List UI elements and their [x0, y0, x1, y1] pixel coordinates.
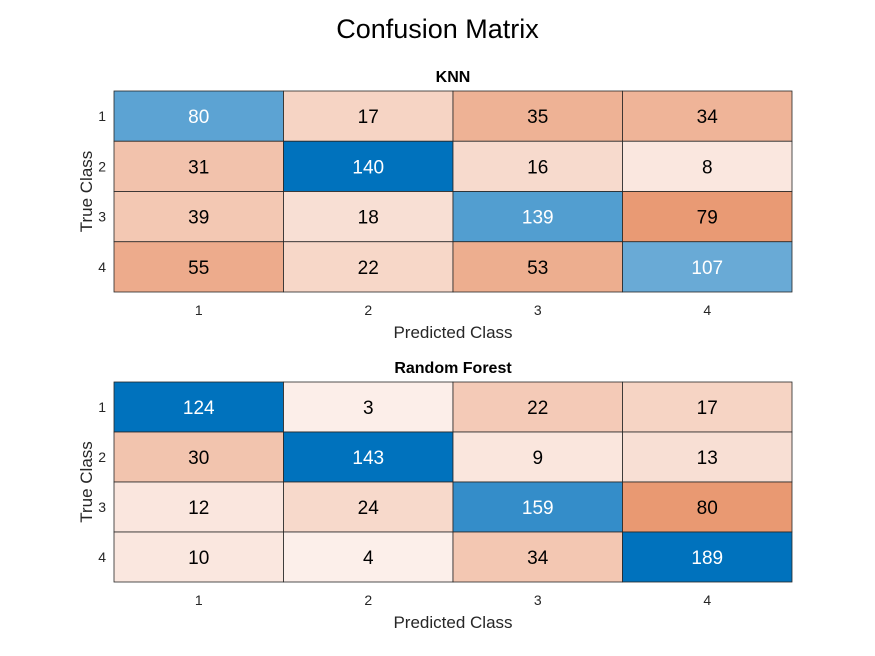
panel-1-cell-label-r3-c2: 18 — [358, 208, 379, 229]
panel-2-cell-label-r2-c1: 30 — [188, 448, 209, 469]
panel-2-y-tick-1: 1 — [98, 399, 106, 415]
panel-2-cell-label-r2-c2: 143 — [352, 448, 384, 469]
panel-1-cell-r2-c3 — [452, 140, 623, 192]
panel-2-cell-label-r1-c2: 3 — [363, 398, 374, 419]
panel-1-cell-r1-c2 — [283, 90, 454, 142]
panel-2-cell-label-r4-c3: 34 — [527, 548, 549, 569]
panel-2-cell-label-r2-c4: 13 — [697, 448, 718, 469]
panel-1-cell-label-r1-c1: 80 — [188, 107, 209, 128]
panel-1-cell-r3-c4 — [622, 191, 793, 243]
panel-2-cell-r4-c2 — [283, 531, 454, 583]
panel-1-cell-r1-c3 — [452, 90, 623, 142]
panel-1-x-axis-label: Predicted Class — [393, 323, 512, 342]
panel-2-title: Random Forest — [394, 360, 512, 377]
panel-2-y-axis-label: True Class — [77, 441, 96, 523]
panel-1-cell-label-r3-c1: 39 — [188, 208, 209, 229]
panel-1-cell-r1-c4 — [622, 90, 793, 142]
panel-1-title: KNN — [436, 69, 471, 86]
panel-1-cell-label-r1-c4: 34 — [697, 107, 719, 128]
panel-1-cell-r3-c2 — [283, 191, 454, 243]
panel-2-cell-r3-c2 — [283, 481, 454, 533]
panel-1-cell-label-r2-c2: 140 — [352, 157, 384, 178]
panel-2-cell-r2-c4 — [622, 431, 793, 483]
panel-2-cell-label-r3-c2: 24 — [358, 498, 380, 519]
panel-1-cell-r4-c1 — [113, 241, 284, 293]
panel-1-y-tick-3: 3 — [98, 209, 106, 225]
panel-1-cell-r4-c3 — [452, 241, 623, 293]
panel-2-cell-r4-c3 — [452, 531, 623, 583]
panel-2-cell-r4-c1 — [113, 531, 284, 583]
panel-1-cell-label-r4-c2: 22 — [358, 258, 379, 279]
panel-2-cell-label-r3-c3: 159 — [522, 498, 554, 519]
panel-1-cell-label-r4-c1: 55 — [188, 258, 209, 279]
figure-title: Confusion Matrix — [336, 14, 539, 44]
panel-2-cell-r4-c4 — [622, 531, 793, 583]
panel-2-y-tick-3: 3 — [98, 499, 106, 515]
panel-2-x-tick-3: 3 — [534, 592, 542, 608]
panel-2-cell-label-r4-c1: 10 — [188, 548, 209, 569]
panel-2-cell-r2-c3 — [452, 431, 623, 483]
panel-2-cell-label-r1-c4: 17 — [697, 398, 718, 419]
panel-2-cell-label-r1-c3: 22 — [527, 398, 548, 419]
panel-2-cell-label-r2-c3: 9 — [532, 448, 543, 469]
panel-1-cell-label-r1-c2: 17 — [358, 107, 379, 128]
panel-2-x-tick-4: 4 — [703, 592, 711, 608]
panel-2-cell-r2-c1 — [113, 431, 284, 483]
panel-1-x-tick-1: 1 — [195, 302, 203, 318]
panel-1-y-tick-2: 2 — [98, 158, 106, 174]
panel-2-cell-label-r4-c2: 4 — [363, 548, 374, 569]
panel-1-cell-r4-c4 — [622, 241, 793, 293]
panel-1-cell-r2-c4 — [622, 140, 793, 192]
panel-2-x-tick-2: 2 — [364, 592, 372, 608]
panel-1-cell-label-r4-c4: 107 — [691, 258, 723, 279]
panel-2-cell-r1-c4 — [622, 381, 793, 433]
panel-2-cell-label-r4-c4: 189 — [691, 548, 723, 569]
panel-1-cell-label-r1-c3: 35 — [527, 107, 548, 128]
panel-2-cell-r2-c2 — [283, 431, 454, 483]
panel-1-cell-label-r2-c3: 16 — [527, 157, 548, 178]
panel-1-cell-r1-c1 — [113, 90, 284, 142]
panel-1-y-axis-label: True Class — [77, 151, 96, 233]
panel-2-cell-label-r3-c1: 12 — [188, 498, 209, 519]
panel-2-x-tick-1: 1 — [195, 592, 203, 608]
panel-2-cell-r1-c1 — [113, 381, 284, 433]
panel-2-cell-label-r1-c1: 124 — [183, 398, 215, 419]
panel-1-y-tick-1: 1 — [98, 108, 106, 124]
panel-1-cell-label-r3-c4: 79 — [697, 208, 718, 229]
panel-1-cell-label-r4-c3: 53 — [527, 258, 548, 279]
panel-1-cell-r3-c1 — [113, 191, 284, 243]
panel-1-x-tick-4: 4 — [703, 302, 711, 318]
panel-2-y-tick-2: 2 — [98, 449, 106, 465]
panel-2-y-tick-4: 4 — [98, 549, 106, 565]
panel-2-x-axis-label: Predicted Class — [393, 613, 512, 632]
panel-1-cell-label-r3-c3: 139 — [522, 208, 554, 229]
panel-2-cell-r3-c1 — [113, 481, 284, 533]
panel-1-cell-label-r2-c4: 8 — [702, 157, 713, 178]
panel-1-y-tick-4: 4 — [98, 259, 106, 275]
panel-2-cell-r1-c2 — [283, 381, 454, 433]
panel-1-cell-label-r2-c1: 31 — [188, 157, 209, 178]
panel-2-cell-r1-c3 — [452, 381, 623, 433]
panel-2-cell-label-r3-c4: 80 — [697, 498, 718, 519]
panel-1-x-tick-2: 2 — [364, 302, 372, 318]
panel-1-cell-r4-c2 — [283, 241, 454, 293]
panel-2-cell-r3-c4 — [622, 481, 793, 533]
panel-1-x-tick-3: 3 — [534, 302, 542, 318]
